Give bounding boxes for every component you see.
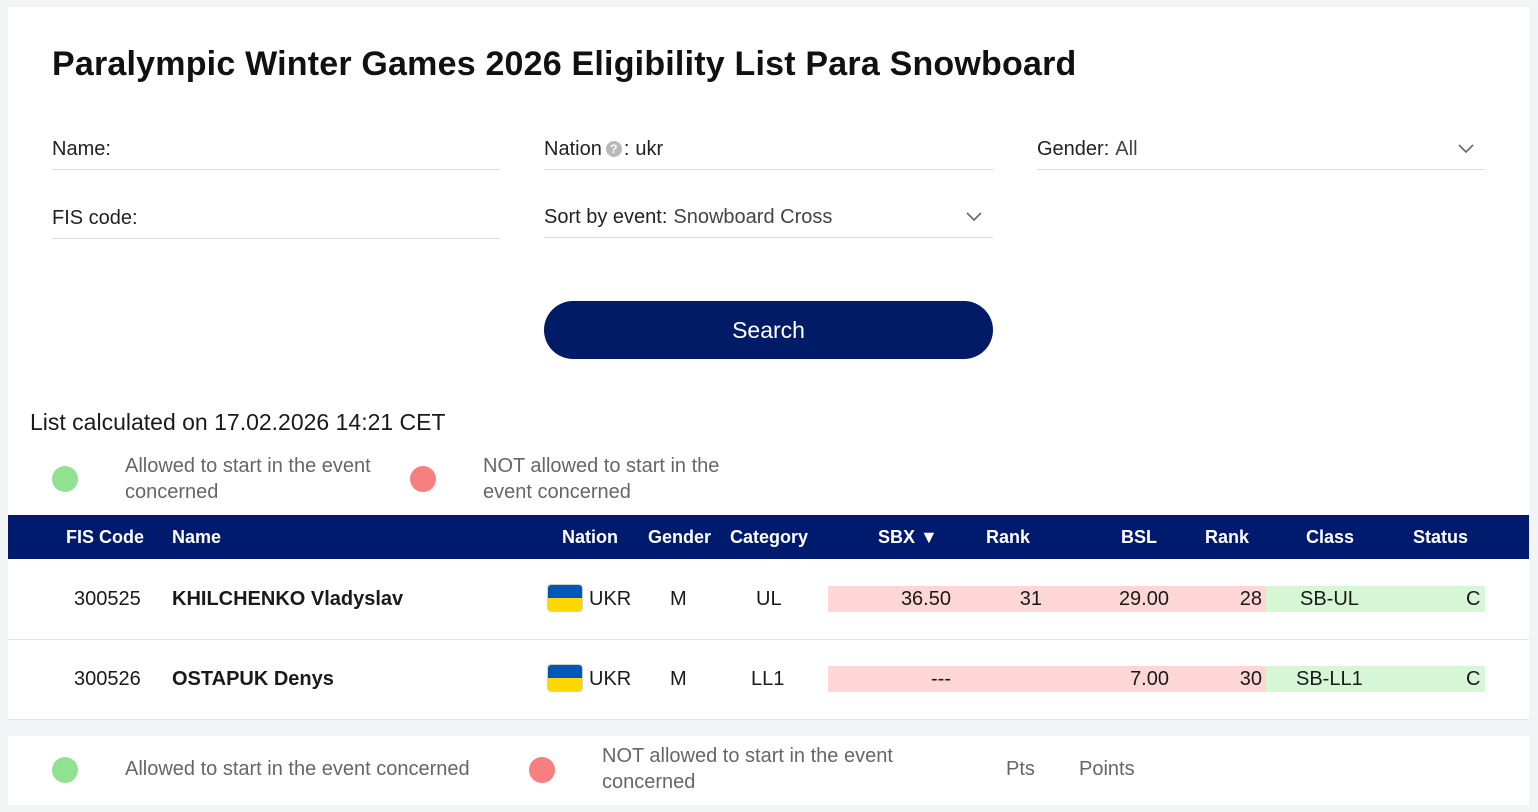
not-allowed-legend-text: NOT allowed to start in the event concer… [483, 455, 720, 503]
sbx-points-cell: --- [931, 668, 951, 690]
not-allowed-dot-icon [529, 757, 555, 783]
gender-select[interactable]: Gender: All [1037, 129, 1485, 170]
list-calculated-text: List calculated on 17.02.2026 14:21 CET [30, 409, 446, 435]
fis-code-cell: 300525 [74, 588, 141, 610]
allowed-cell-bg [1266, 666, 1485, 692]
col-nation[interactable]: Nation [562, 527, 618, 547]
sort-by-event-select[interactable]: Sort by event: Snowboard Cross [544, 197, 993, 238]
sort-by-event-label: Sort by event [544, 205, 662, 228]
not-allowed-cell-bg [828, 666, 1266, 692]
not-allowed-dot-icon [410, 466, 436, 492]
sbx-points-cell: 36.50 [900, 588, 951, 610]
fis-code-label: FIS code [52, 206, 133, 229]
nation-label: Nation [544, 137, 602, 160]
table-row: 300525 KHILCHENKO Vladyslav UKR M UL 36.… [8, 559, 1529, 640]
allowed-dot-icon [52, 466, 78, 492]
not-allowed-legend-text: NOT allowed to start in the event concer… [602, 745, 893, 793]
footer-legend: Allowed to start in the event concerned … [8, 736, 1529, 805]
bsl-points-cell: 7.00 [1130, 668, 1169, 690]
col-fis-code[interactable]: FIS Code [66, 527, 145, 547]
gender-label: Gender [1037, 137, 1104, 160]
class-cell: SB-UL [1300, 588, 1359, 610]
nation-cell: UKR [589, 588, 632, 610]
status-cell: C [1466, 668, 1481, 690]
col-name[interactable]: Name [172, 527, 222, 547]
bsl-rank-cell: 30 [1239, 668, 1262, 690]
help-icon[interactable]: ? [605, 141, 622, 157]
col-rank-sbx[interactable]: Rank [986, 527, 1031, 547]
gender-cell: M [670, 588, 687, 610]
fis-code-field[interactable]: FIS code: [52, 198, 500, 239]
page-title: Paralympic Winter Games 2026 Eligibility… [52, 45, 1077, 83]
col-class[interactable]: Class [1306, 527, 1355, 547]
col-rank-bsl[interactable]: Rank [1205, 527, 1250, 547]
gender-cell: M [670, 668, 687, 690]
bsl-rank-cell: 28 [1239, 588, 1262, 610]
search-button[interactable]: Search [544, 301, 993, 359]
gender-value: All [1115, 137, 1138, 160]
main-card: Paralympic Winter Games 2026 Eligibility… [8, 7, 1529, 720]
points-definition: Points [1079, 758, 1135, 780]
status-cell: C [1466, 588, 1481, 610]
fis-code-cell: 300526 [74, 668, 141, 690]
allowed-dot-icon [52, 757, 78, 783]
allowed-cell-bg [1266, 586, 1485, 612]
sbx-rank-cell: 31 [1019, 588, 1042, 610]
category-cell: UL [756, 588, 782, 610]
col-gender[interactable]: Gender [648, 527, 712, 547]
nation-cell: UKR [589, 668, 632, 690]
allowed-legend-text: Allowed to start in the event concerned [125, 758, 470, 780]
sort-by-event-value: Snowboard Cross [673, 205, 833, 228]
nation-field[interactable]: Nation ?: ukr [544, 129, 993, 170]
athlete-name-link[interactable]: OSTAPUK Denys [172, 668, 334, 690]
class-cell: SB-LL1 [1296, 668, 1363, 690]
not-allowed-cell-bg [828, 586, 1266, 612]
col-bsl[interactable]: BSL [1121, 527, 1157, 547]
bsl-points-cell: 29.00 [1118, 588, 1169, 610]
ukraine-flag-icon [548, 585, 582, 611]
athlete-name-link[interactable]: KHILCHENKO Vladyslav [172, 588, 404, 610]
table-header: FIS Code Name Nation Gender Category SBX… [8, 515, 1529, 559]
chevron-down-icon[interactable] [965, 207, 983, 225]
col-category[interactable]: Category [730, 527, 809, 547]
col-status[interactable]: Status [1413, 527, 1469, 547]
chevron-down-icon[interactable] [1457, 139, 1475, 157]
ukraine-flag-icon [548, 665, 582, 691]
category-cell: LL1 [751, 668, 785, 690]
allowed-legend-text: Allowed to start in the event concerned [125, 455, 371, 503]
name-label: Name [52, 137, 106, 160]
pts-abbreviation: Pts [1006, 758, 1035, 780]
nation-input[interactable]: ukr [635, 137, 664, 160]
name-field[interactable]: Name: [52, 129, 500, 170]
table-row: 300526 OSTAPUK Denys UKR M LL1 --- 7.00 … [8, 639, 1529, 720]
col-sbx[interactable]: SBX ▼ [878, 527, 938, 547]
